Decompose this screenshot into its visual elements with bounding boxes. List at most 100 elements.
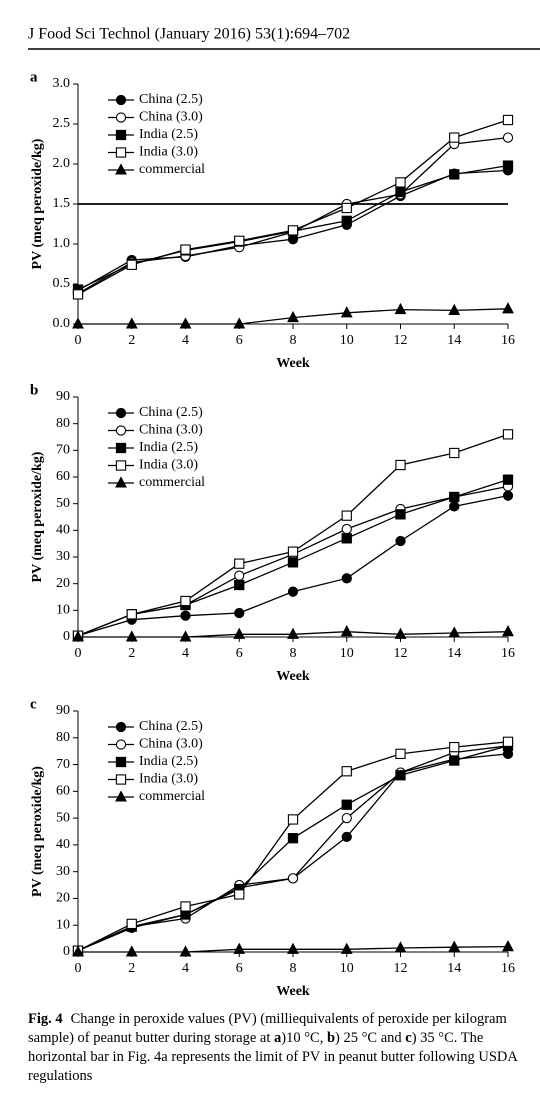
data-point — [394, 302, 407, 315]
x-tick-label: 4 — [182, 646, 189, 661]
data-point — [449, 132, 460, 143]
legend-label: commercial — [139, 789, 205, 804]
data-point — [180, 244, 191, 255]
figure-caption: Fig. 4 Change in peroxide values (PV) (mi… — [28, 1010, 520, 1086]
data-point — [394, 627, 407, 639]
data-point — [502, 939, 514, 952]
x-tick-label: 10 — [340, 646, 354, 661]
legend-label: China (3.0) — [139, 110, 203, 125]
data-point — [395, 186, 406, 198]
x-tick-label: 14 — [447, 961, 461, 976]
y-tick-label: 80 — [56, 730, 70, 745]
x-tick-label: 16 — [501, 333, 515, 348]
data-point — [448, 626, 461, 638]
data-point — [179, 317, 192, 329]
x-tick-label: 8 — [290, 961, 297, 976]
data-point — [179, 630, 192, 642]
data-point — [287, 310, 299, 323]
y-tick-label: 60 — [56, 784, 70, 799]
x-tick-label: 8 — [290, 333, 297, 348]
data-point — [341, 812, 352, 824]
data-point — [341, 533, 352, 544]
data-point — [233, 942, 246, 954]
legend-marker — [115, 790, 127, 802]
data-point — [340, 624, 353, 637]
legend-marker — [115, 460, 127, 471]
data-point — [340, 942, 353, 954]
data-point — [287, 546, 299, 557]
data-point — [502, 736, 514, 747]
data-point — [72, 289, 84, 300]
journal-header: J Food Sci Technol (January 2016) 53(1):… — [28, 26, 350, 43]
y-tick-label: 10 — [56, 603, 70, 618]
y-tick-label: 40 — [56, 523, 70, 538]
caption-label: Fig. 4 — [28, 1011, 63, 1027]
data-point — [180, 610, 191, 621]
x-tick-label: 16 — [501, 961, 515, 976]
data-point — [395, 535, 406, 547]
data-point — [72, 317, 84, 329]
data-point — [287, 942, 299, 954]
data-point — [341, 766, 352, 777]
legend-label: India (3.0) — [139, 458, 198, 473]
data-point — [234, 558, 245, 569]
legend-marker — [115, 112, 127, 123]
data-point — [449, 491, 460, 503]
data-point — [448, 303, 461, 315]
data-point — [234, 889, 245, 900]
data-point — [72, 945, 84, 957]
data-point — [234, 570, 245, 581]
y-tick-label: 60 — [56, 469, 70, 484]
x-axis-title: Week — [276, 356, 310, 371]
y-tick-label: 90 — [56, 703, 70, 718]
legend-label: China (2.5) — [139, 719, 203, 734]
data-point — [287, 873, 299, 884]
x-tick-label: 2 — [128, 646, 135, 661]
caption-text: a — [274, 1030, 282, 1046]
x-tick-label: 6 — [236, 333, 243, 348]
legend-marker — [115, 94, 127, 106]
y-tick-label: 0 — [63, 629, 70, 644]
legend-label: China (2.5) — [139, 405, 203, 420]
panel-label: c — [30, 696, 37, 712]
legend-label: India (2.5) — [139, 440, 198, 455]
legend-marker — [115, 129, 127, 141]
data-point — [126, 918, 137, 930]
data-point — [502, 114, 514, 126]
legend-label: China (3.0) — [139, 423, 203, 438]
y-tick-label: 3.0 — [53, 76, 71, 91]
y-axis-title: PV (meq peroxide/kg) — [30, 766, 45, 897]
x-axis-title: Week — [276, 984, 310, 999]
data-point — [72, 630, 84, 642]
panel-label: a — [30, 69, 38, 85]
data-point — [502, 429, 514, 440]
data-point — [449, 169, 460, 180]
data-point — [341, 799, 352, 810]
legend-label: commercial — [139, 162, 205, 177]
legend-marker — [115, 407, 127, 419]
data-point — [287, 814, 299, 825]
y-tick-label: 0.5 — [53, 276, 71, 291]
data-point — [502, 490, 514, 501]
x-tick-label: 2 — [128, 961, 135, 976]
x-tick-label: 0 — [75, 961, 82, 976]
legend-label: commercial — [139, 475, 205, 490]
y-axis-title: PV (meq peroxide/kg) — [30, 451, 45, 582]
x-tick-label: 6 — [236, 961, 243, 976]
caption-text: ) 35 °C. The horizontal bar in Fig. 4a r… — [28, 1030, 518, 1084]
caption-text: Change in peroxide values (PV) (milliequ… — [28, 1011, 507, 1046]
data-point — [502, 132, 514, 143]
legend-label: India (3.0) — [139, 772, 198, 787]
legend-marker — [115, 442, 127, 454]
y-tick-label: 20 — [56, 891, 70, 906]
y-tick-label: 2.5 — [53, 116, 71, 131]
x-tick-label: 12 — [394, 333, 408, 348]
data-point — [234, 235, 245, 246]
data-point — [234, 607, 245, 619]
data-point — [502, 474, 514, 485]
y-tick-label: 80 — [56, 416, 70, 431]
data-point — [341, 831, 352, 843]
data-point — [341, 573, 352, 584]
x-tick-label: 4 — [182, 961, 189, 976]
x-tick-label: 6 — [236, 646, 243, 661]
